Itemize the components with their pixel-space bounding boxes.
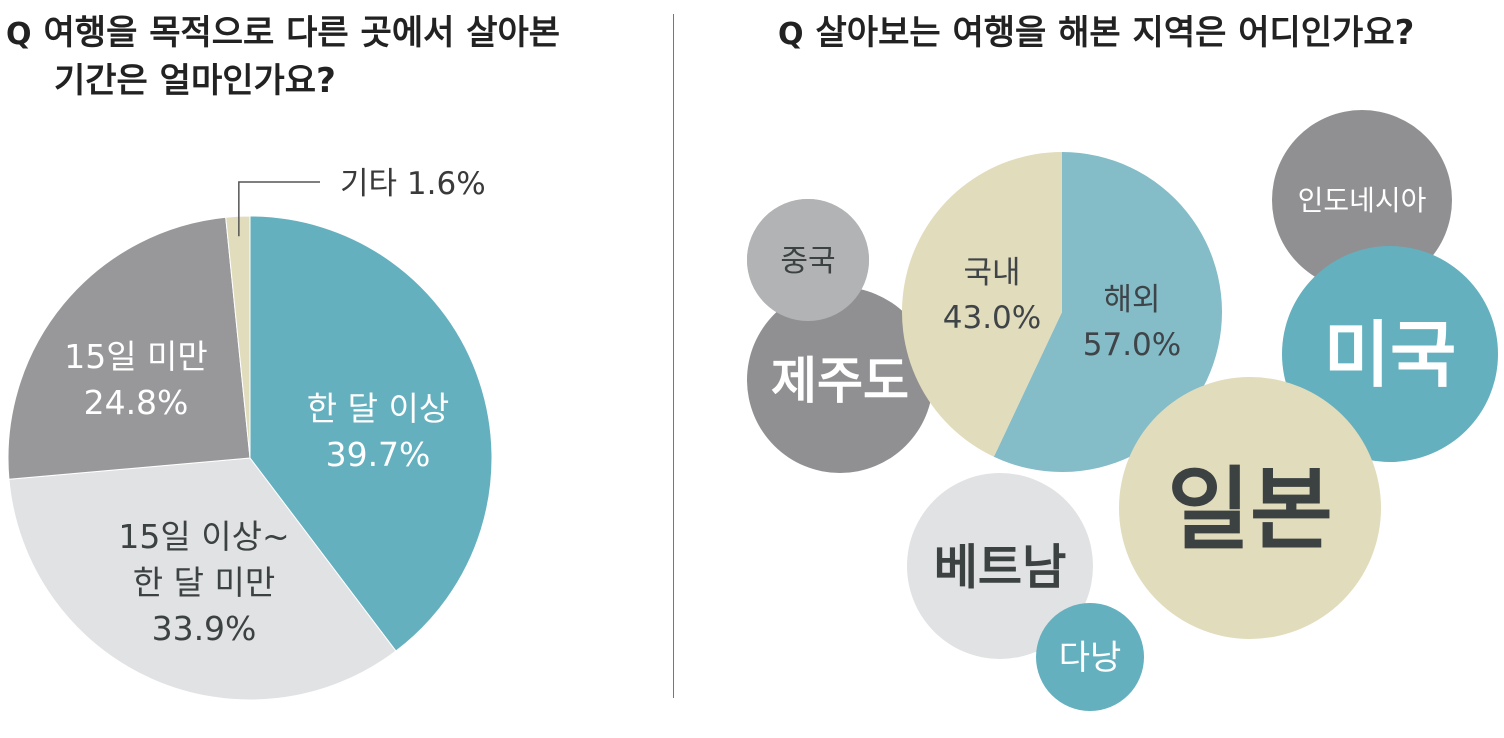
slice-label: 해외 (1103, 282, 1160, 318)
pie-slice (8, 457, 397, 701)
question-1-line-2: 기간은 얼마인가요? (54, 61, 336, 101)
question-2-text: 살아보는 여행을 해본 지역은 어디인가요? (815, 13, 1415, 53)
slice-label-other: 기타 1.6% (340, 166, 486, 202)
bubble-label: 미국 (1324, 313, 1456, 397)
slice-label: 24.8% (84, 383, 189, 422)
bubble-label: 다낭 (1059, 638, 1122, 678)
slice-label: 15일 미만 (64, 337, 208, 376)
bubble-label: 인도네시아 (1298, 184, 1427, 217)
panel-divider (673, 14, 674, 698)
pie-slice (993, 152, 1223, 472)
pie-slice (225, 215, 251, 459)
question-1: Q 여행을 목적으로 다른 곳에서 살아본 기간은 얼마인가요? (6, 10, 656, 104)
bubble (1119, 377, 1381, 639)
question-1-line-1: 여행을 목적으로 다른 곳에서 살아본 (43, 13, 561, 53)
bubble (1282, 246, 1498, 462)
pie-slice (249, 215, 493, 652)
slice-label: 33.9% (152, 609, 257, 648)
bubble-label: 베트남 (934, 539, 1066, 595)
bubble (747, 287, 933, 473)
leader-line (238, 181, 320, 237)
bubble (1036, 603, 1144, 711)
q-mark-icon: Q (778, 17, 804, 52)
slice-value: 57.0% (1083, 327, 1181, 363)
slice-label: 한 달 미만 (133, 563, 275, 602)
slice-label: 국내 (963, 255, 1020, 291)
slice-label: 한 달 이상 (307, 389, 449, 428)
bubble (907, 473, 1093, 659)
question-2: Q 살아보는 여행을 해본 지역은 어디인가요? (778, 10, 1498, 58)
slice-value: 43.0% (943, 300, 1041, 336)
slice-label: 15일 이상~ (118, 517, 289, 556)
bubble (747, 199, 869, 321)
bubble-label: 제주도 (771, 352, 909, 410)
bubble (1272, 110, 1452, 290)
pie-slice (902, 152, 1062, 457)
q-mark-icon: Q (6, 17, 32, 52)
slice-label: 39.7% (326, 435, 431, 474)
bubble-label: 중국 (780, 244, 835, 279)
pie-slice (7, 216, 251, 480)
bubble-label: 일본 (1167, 457, 1333, 562)
